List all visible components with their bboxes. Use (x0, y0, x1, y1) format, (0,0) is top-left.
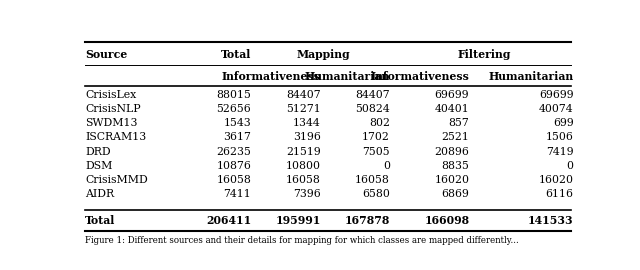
Text: 1702: 1702 (362, 133, 390, 143)
Text: 0: 0 (383, 161, 390, 171)
Text: 6580: 6580 (362, 190, 390, 200)
Text: 1543: 1543 (223, 118, 251, 128)
Text: SWDM13: SWDM13 (85, 118, 138, 128)
Text: 20896: 20896 (435, 147, 469, 157)
Text: 166098: 166098 (424, 215, 469, 226)
Text: 8835: 8835 (442, 161, 469, 171)
Text: 40401: 40401 (435, 104, 469, 114)
Text: 6116: 6116 (545, 190, 573, 200)
Text: 16058: 16058 (216, 175, 251, 185)
Text: 16020: 16020 (435, 175, 469, 185)
Text: 26235: 26235 (216, 147, 251, 157)
Text: 69699: 69699 (435, 90, 469, 100)
Text: 16058: 16058 (285, 175, 321, 185)
Text: 3617: 3617 (223, 133, 251, 143)
Text: 10876: 10876 (216, 161, 251, 171)
Text: 16058: 16058 (355, 175, 390, 185)
Text: 1344: 1344 (293, 118, 321, 128)
Text: 699: 699 (553, 118, 573, 128)
Text: 16020: 16020 (538, 175, 573, 185)
Text: 3196: 3196 (292, 133, 321, 143)
Text: 195991: 195991 (275, 215, 321, 226)
Text: 7505: 7505 (362, 147, 390, 157)
Text: 141533: 141533 (528, 215, 573, 226)
Text: DRD: DRD (85, 147, 111, 157)
Text: Mapping: Mapping (296, 49, 350, 60)
Text: 88015: 88015 (216, 90, 251, 100)
Text: 7419: 7419 (546, 147, 573, 157)
Text: CrisisMMD: CrisisMMD (85, 175, 148, 185)
Text: 2521: 2521 (442, 133, 469, 143)
Text: 21519: 21519 (286, 147, 321, 157)
Text: Humanitarian: Humanitarian (488, 70, 573, 82)
Text: Total: Total (85, 215, 115, 226)
Text: 84407: 84407 (286, 90, 321, 100)
Text: 1506: 1506 (546, 133, 573, 143)
Text: DSM: DSM (85, 161, 113, 171)
Text: 69699: 69699 (539, 90, 573, 100)
Text: 802: 802 (369, 118, 390, 128)
Text: 7411: 7411 (223, 190, 251, 200)
Text: CrisisNLP: CrisisNLP (85, 104, 141, 114)
Text: 857: 857 (449, 118, 469, 128)
Text: 6869: 6869 (442, 190, 469, 200)
Text: 167878: 167878 (344, 215, 390, 226)
Text: AIDR: AIDR (85, 190, 114, 200)
Text: 7396: 7396 (293, 190, 321, 200)
Text: Source: Source (85, 49, 127, 60)
Text: 206411: 206411 (206, 215, 251, 226)
Text: 52656: 52656 (216, 104, 251, 114)
Text: Informativeness: Informativeness (371, 70, 469, 82)
Text: 10800: 10800 (285, 161, 321, 171)
Text: 40074: 40074 (539, 104, 573, 114)
Text: Humanitarian: Humanitarian (305, 70, 390, 82)
Text: ISCRAM13: ISCRAM13 (85, 133, 146, 143)
Text: Total: Total (221, 49, 251, 60)
Text: 51271: 51271 (286, 104, 321, 114)
Text: 50824: 50824 (355, 104, 390, 114)
Text: 0: 0 (566, 161, 573, 171)
Text: Figure 1: Different sources and their details for mapping for which classes are : Figure 1: Different sources and their de… (85, 236, 518, 245)
Text: 84407: 84407 (355, 90, 390, 100)
Text: Informativeness: Informativeness (221, 70, 321, 82)
Text: Filtering: Filtering (458, 49, 511, 60)
Text: CrisisLex: CrisisLex (85, 90, 136, 100)
